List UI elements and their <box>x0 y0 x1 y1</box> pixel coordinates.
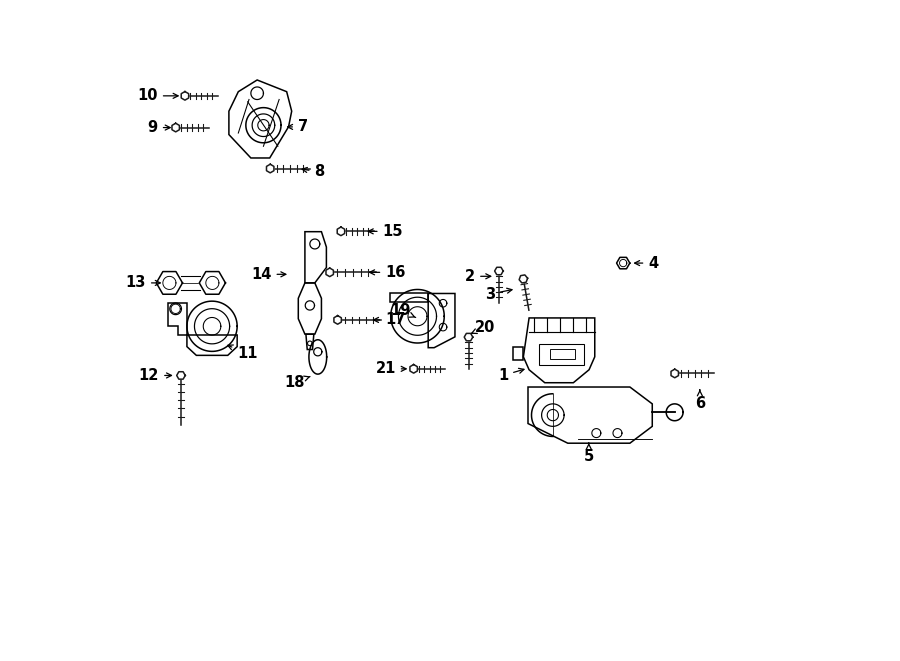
Text: 12: 12 <box>139 368 172 383</box>
Polygon shape <box>334 316 341 324</box>
Text: 15: 15 <box>368 224 403 239</box>
Text: 5: 5 <box>584 443 594 463</box>
Text: 9: 9 <box>148 120 170 135</box>
Polygon shape <box>519 275 527 283</box>
Text: 2: 2 <box>465 269 491 284</box>
Text: 7: 7 <box>288 120 308 134</box>
Text: 10: 10 <box>138 89 178 103</box>
Text: 16: 16 <box>370 265 406 280</box>
Text: 1: 1 <box>498 368 524 383</box>
Polygon shape <box>616 257 630 269</box>
Text: 3: 3 <box>485 287 512 301</box>
Text: 21: 21 <box>375 362 406 376</box>
Text: 4: 4 <box>634 256 659 270</box>
Text: 8: 8 <box>302 165 325 179</box>
Polygon shape <box>157 272 183 294</box>
Polygon shape <box>266 165 274 173</box>
Polygon shape <box>464 333 473 341</box>
Polygon shape <box>181 91 189 100</box>
Text: 20: 20 <box>472 320 496 334</box>
Polygon shape <box>671 369 679 378</box>
Text: 14: 14 <box>251 267 286 282</box>
Text: 17: 17 <box>374 313 406 327</box>
Polygon shape <box>176 371 185 379</box>
Text: 6: 6 <box>695 390 705 410</box>
Text: 11: 11 <box>228 345 257 361</box>
Text: 13: 13 <box>126 276 160 290</box>
Polygon shape <box>495 267 503 275</box>
Polygon shape <box>172 124 179 132</box>
Text: 18: 18 <box>284 375 310 389</box>
Polygon shape <box>199 272 226 294</box>
Text: 19: 19 <box>390 303 416 318</box>
Polygon shape <box>338 227 345 235</box>
Polygon shape <box>326 268 333 276</box>
Polygon shape <box>410 365 418 373</box>
